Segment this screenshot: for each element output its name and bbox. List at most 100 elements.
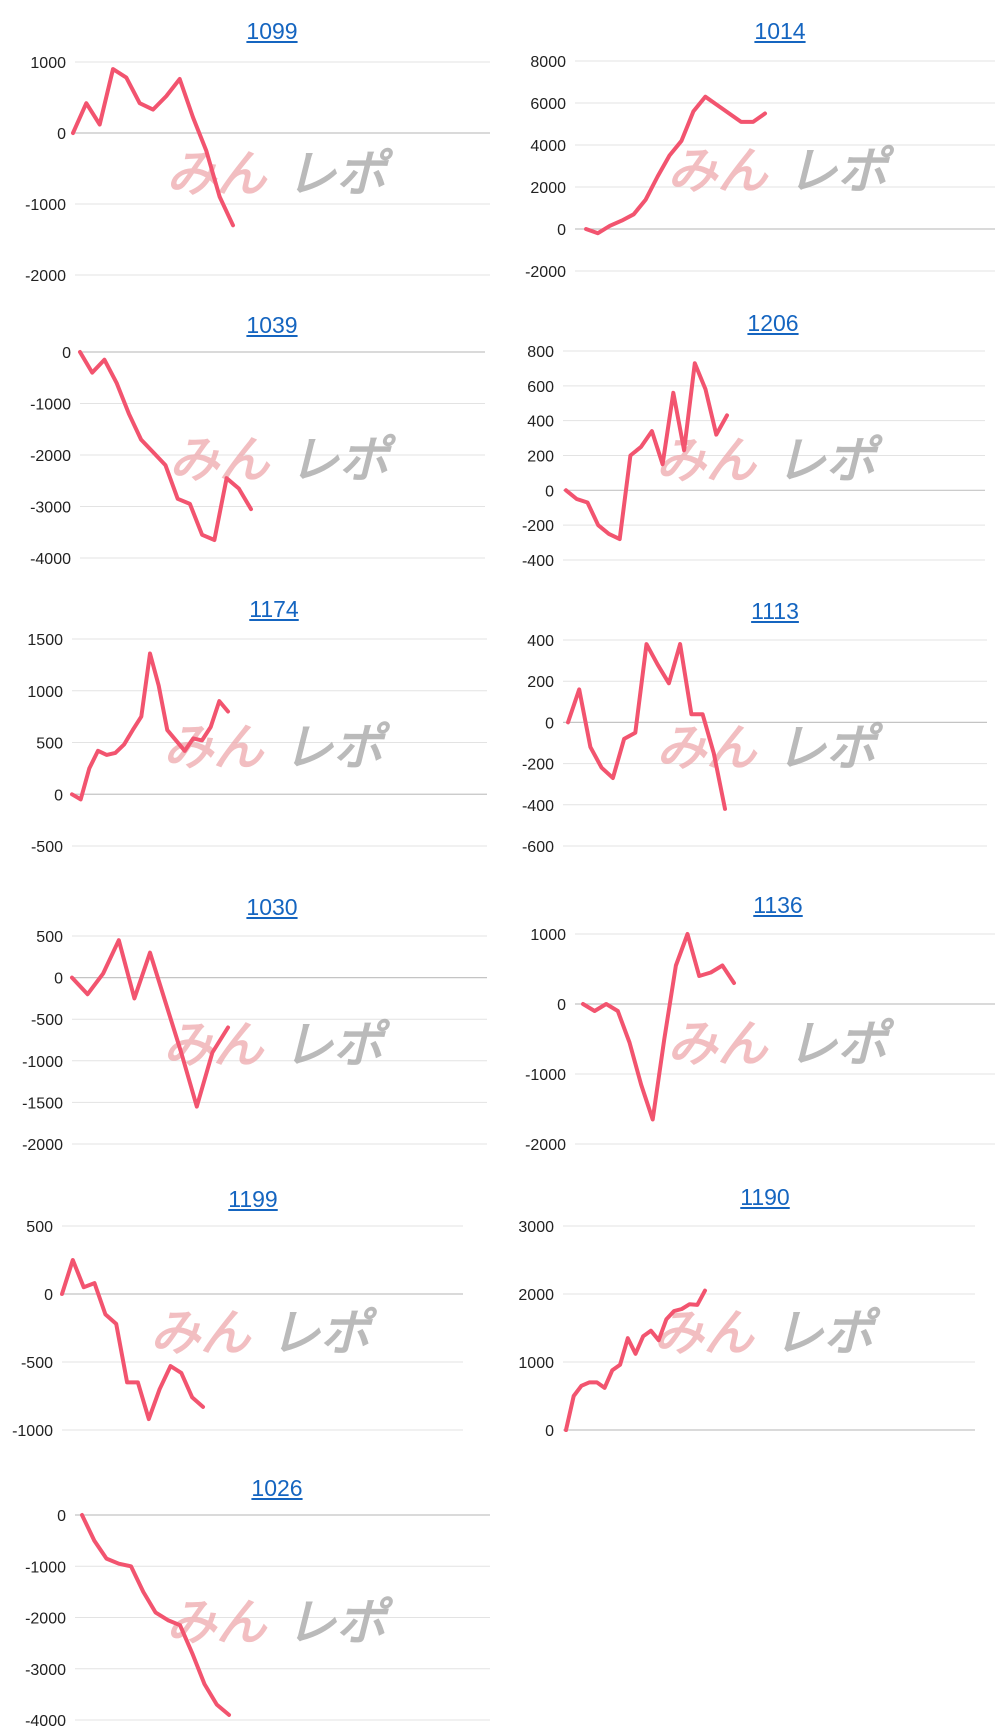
svg-text:レポ: レポ <box>270 1304 378 1362</box>
y-tick-label: 6000 <box>530 96 566 113</box>
y-tick-label: -4000 <box>25 1713 66 1727</box>
series-line <box>564 1288 707 1432</box>
y-tick-label: 1000 <box>27 684 63 701</box>
chart-svg: 3000 2000 1000 0 みん レポ <box>518 1219 975 1440</box>
y-tick-label: -400 <box>522 798 554 815</box>
y-tick-label: 0 <box>54 971 63 988</box>
y-tick-label: 0 <box>545 483 554 500</box>
chart-title-link[interactable]: 1199 <box>228 1186 278 1212</box>
watermark-logo: みん レポ <box>166 1594 394 1652</box>
y-tick-label: -2000 <box>525 1137 566 1154</box>
y-tick-label: 2000 <box>530 180 566 197</box>
watermark-logo: みん レポ <box>656 719 884 777</box>
y-tick-label: 500 <box>26 1219 53 1236</box>
chart-title-link[interactable]: 1039 <box>246 312 298 338</box>
y-tick-label: 200 <box>527 674 554 691</box>
y-tick-label: -2000 <box>25 268 66 285</box>
chart-title-link[interactable]: 1206 <box>747 310 799 336</box>
watermark-logo: みん レポ <box>667 1015 895 1073</box>
y-tick-label: -400 <box>522 553 554 570</box>
chart-svg: 0 -1000 -2000 -3000 -4000 みん レポ <box>25 1508 490 1727</box>
y-tick-label: 0 <box>545 1423 554 1440</box>
chart-title-link[interactable]: 1014 <box>754 18 806 44</box>
y-tick-label: -1500 <box>22 1095 63 1112</box>
chart-svg: 0 -1000 -2000 -3000 -4000 みん レポ <box>30 345 485 568</box>
y-tick-label: -200 <box>522 518 554 535</box>
svg-text:レポ: レポ <box>286 1594 394 1652</box>
svg-text:レポ: レポ <box>787 142 895 200</box>
chart-svg: 800 600 400 200 0 -200 -400 みん レポ <box>522 344 985 570</box>
series-line <box>581 932 736 1122</box>
y-tick-label: -600 <box>522 839 554 856</box>
chart-title-link[interactable]: 1026 <box>251 1475 303 1501</box>
y-tick-label: 0 <box>44 1287 53 1304</box>
series-line <box>566 642 727 811</box>
y-tick-label: -2000 <box>525 264 566 281</box>
y-tick-label: 400 <box>527 633 554 650</box>
y-tick-label: -1000 <box>25 197 66 214</box>
chart-title-link[interactable]: 1174 <box>249 596 299 622</box>
y-tick-label: 0 <box>54 787 63 804</box>
y-tick-label: 1000 <box>518 1355 554 1372</box>
svg-text:みん: みん <box>667 142 769 200</box>
svg-text:レポ: レポ <box>776 719 884 777</box>
y-tick-label: 4000 <box>530 138 566 155</box>
svg-text:みん: みん <box>150 1304 252 1362</box>
series-line <box>70 938 230 1109</box>
y-tick-label: -2000 <box>30 448 71 465</box>
series-line <box>564 361 729 542</box>
watermark-logo: みん レポ <box>169 431 397 489</box>
svg-text:レポ: レポ <box>289 431 397 489</box>
svg-text:みん: みん <box>656 432 758 490</box>
y-tick-label: -3000 <box>30 500 71 517</box>
y-tick-label: 1500 <box>27 632 63 649</box>
series-line <box>78 350 253 542</box>
y-tick-label: 0 <box>57 126 66 143</box>
y-tick-label: -2000 <box>22 1137 63 1154</box>
svg-text:みん: みん <box>654 1304 756 1362</box>
svg-text:レポ: レポ <box>787 1015 895 1073</box>
y-tick-label: -1000 <box>525 1067 566 1084</box>
y-tick-label: 500 <box>36 929 63 946</box>
chart-title-link[interactable]: 1190 <box>740 1184 790 1210</box>
svg-text:レポ: レポ <box>774 1304 882 1362</box>
chart-title-link[interactable]: 1113 <box>751 598 799 624</box>
watermark-logo: みん レポ <box>656 432 884 490</box>
y-tick-label: -3000 <box>25 1662 66 1679</box>
watermark-logo: みん レポ <box>166 145 394 203</box>
y-tick-label: 8000 <box>530 54 566 71</box>
y-tick-label: -1000 <box>22 1054 63 1071</box>
y-tick-label: -500 <box>21 1355 53 1372</box>
y-tick-label: 400 <box>527 414 554 431</box>
chart-svg: 500 0 -500 -1000 みん レポ <box>12 1219 463 1440</box>
chart-title-link[interactable]: 1099 <box>246 18 298 44</box>
svg-text:レポ: レポ <box>776 432 884 490</box>
y-tick-label: 200 <box>527 449 554 466</box>
y-tick-label: 0 <box>557 222 566 239</box>
chart-title-link[interactable]: 1030 <box>246 894 298 920</box>
y-tick-label: 2000 <box>518 1287 554 1304</box>
chart-svg: 1000 0 -1000 -2000 みん レポ <box>25 55 490 285</box>
svg-text:レポ: レポ <box>283 1016 391 1074</box>
y-tick-label: -2000 <box>25 1611 66 1628</box>
chart-title-link[interactable]: 1136 <box>753 892 803 918</box>
chart-svg: 8000 6000 4000 2000 0 -2000 みん レポ <box>525 54 995 281</box>
svg-text:レポ: レポ <box>286 145 394 203</box>
y-tick-label: 0 <box>545 715 554 732</box>
chart-svg: 400 200 0 -200 -400 -600 みん レポ <box>522 633 987 856</box>
y-tick-label: 500 <box>36 736 63 753</box>
y-tick-label: 800 <box>527 344 554 361</box>
y-tick-label: 3000 <box>518 1219 554 1236</box>
watermark-logo: みん レポ <box>654 1304 882 1362</box>
series-line <box>70 651 230 802</box>
y-tick-label: -200 <box>522 757 554 774</box>
series-line <box>60 1258 205 1422</box>
y-tick-label: 0 <box>62 345 71 362</box>
svg-text:レポ: レポ <box>283 719 391 777</box>
y-tick-label: -500 <box>31 839 63 856</box>
watermark-logo: みん レポ <box>150 1304 378 1362</box>
y-tick-label: 0 <box>557 997 566 1014</box>
svg-text:みん: みん <box>667 1015 769 1073</box>
